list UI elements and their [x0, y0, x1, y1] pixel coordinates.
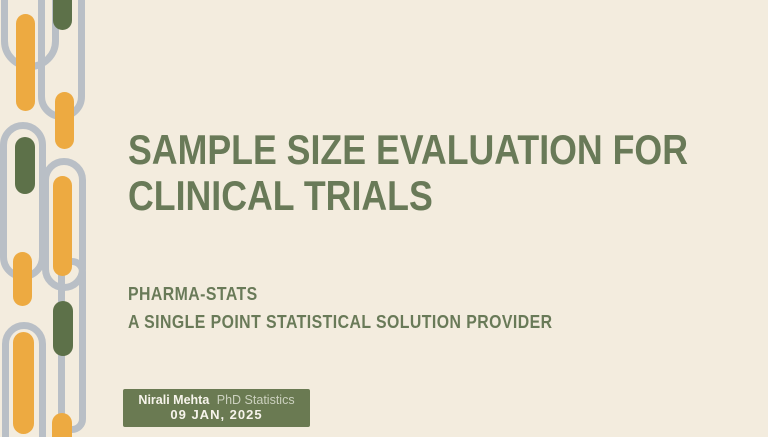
- author-degree: PhD Statistics: [216, 393, 295, 407]
- slide-title: SAMPLE SIZE EVALUATION FOR CLINICAL TRIA…: [128, 127, 688, 219]
- author-name: Nirali Mehta: [138, 393, 210, 407]
- paperclip-link-icon: [58, 258, 86, 433]
- paperclip-link-icon: [1, 0, 59, 70]
- paperclip-link-icon: [38, 0, 85, 120]
- chain-pill-yellow-icon: [13, 332, 34, 434]
- company-tagline: A SINGLE POINT STATISTICAL SOLUTION PROV…: [128, 311, 553, 332]
- company-name: PHARMA-STATS: [128, 284, 258, 304]
- chain-pill-green-icon: [53, 301, 73, 356]
- chain-pill-green-icon: [53, 0, 72, 30]
- paperclip-chain-decoration: [0, 0, 110, 437]
- chain-pill-yellow-icon: [13, 252, 32, 306]
- author-badge: Nirali Mehta PhD Statistics 09 JAN, 2025: [123, 389, 310, 427]
- slide-title-line-1: SAMPLE SIZE EVALUATION FOR: [128, 126, 688, 173]
- chain-pill-yellow-icon: [52, 413, 72, 437]
- slide-date: 09 JAN, 2025: [170, 407, 263, 422]
- chain-pill-yellow-icon: [53, 176, 72, 276]
- chain-pill-yellow-icon: [16, 14, 35, 111]
- slide-title-line-2: CLINICAL TRIALS: [128, 172, 433, 219]
- paperclip-link-icon: [2, 322, 46, 437]
- paperclip-link-icon: [0, 122, 46, 280]
- paperclip-link-icon: [42, 158, 86, 291]
- author-line: Nirali Mehta PhD Statistics: [138, 394, 294, 407]
- chain-pill-green-icon: [15, 137, 35, 194]
- chain-pill-yellow-icon: [55, 92, 74, 149]
- slide-subtitle: PHARMA-STATS A SINGLE POINT STATISTICAL …: [128, 281, 552, 336]
